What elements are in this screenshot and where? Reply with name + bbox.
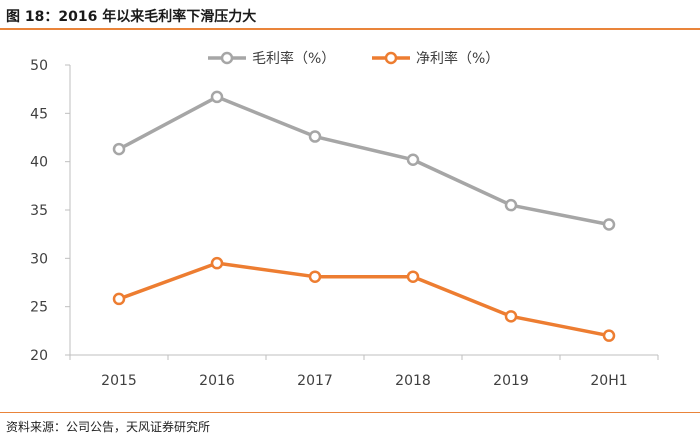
source-divider: [0, 412, 700, 413]
figure-title: 图 18：2016 年以来毛利率下滑压力大: [6, 9, 257, 25]
legend-marker: [220, 51, 234, 65]
series-line-0: [118, 95, 610, 227]
data-point: [602, 218, 616, 231]
data-point: [308, 130, 322, 143]
x-tick-label: 2018: [395, 373, 431, 389]
data-point: [602, 329, 616, 342]
legend-label: 净利率（%）: [416, 50, 499, 67]
data-point: [210, 256, 224, 270]
line-chart: 20 25 30 35 40 45 50 2015 2016 2017 2018 2019 20H1 毛利…: [30, 50, 659, 389]
x-tick-label: 2016: [199, 373, 235, 389]
y-tick-label: 40: [30, 155, 48, 171]
series-line-1: [118, 261, 610, 338]
y-tick-label: 30: [30, 251, 48, 267]
y-tick-label: 20: [30, 348, 48, 364]
data-point: [112, 142, 126, 156]
y-tick-label: 50: [30, 58, 48, 74]
data-point: [210, 90, 224, 104]
y-tick-label: 25: [30, 300, 48, 316]
y-tick-label: 35: [30, 203, 48, 219]
x-tick-label: 2015: [101, 373, 137, 389]
x-tick-label: 2017: [297, 373, 333, 389]
legend-label: 毛利率（%）: [252, 50, 335, 67]
x-tick-label: 20H1: [590, 373, 627, 389]
legend-marker: [384, 51, 398, 65]
data-point: [308, 270, 322, 283]
title-divider: [0, 28, 700, 30]
data-point: [112, 292, 126, 306]
source-note: 资料来源：公司公告，天风证券研究所: [6, 420, 211, 434]
data-point: [406, 153, 420, 166]
data-point: [406, 270, 420, 283]
x-tick-label: 2019: [493, 373, 529, 389]
data-point: [504, 198, 518, 212]
data-point: [504, 310, 518, 323]
y-tick-label: 45: [30, 106, 48, 122]
